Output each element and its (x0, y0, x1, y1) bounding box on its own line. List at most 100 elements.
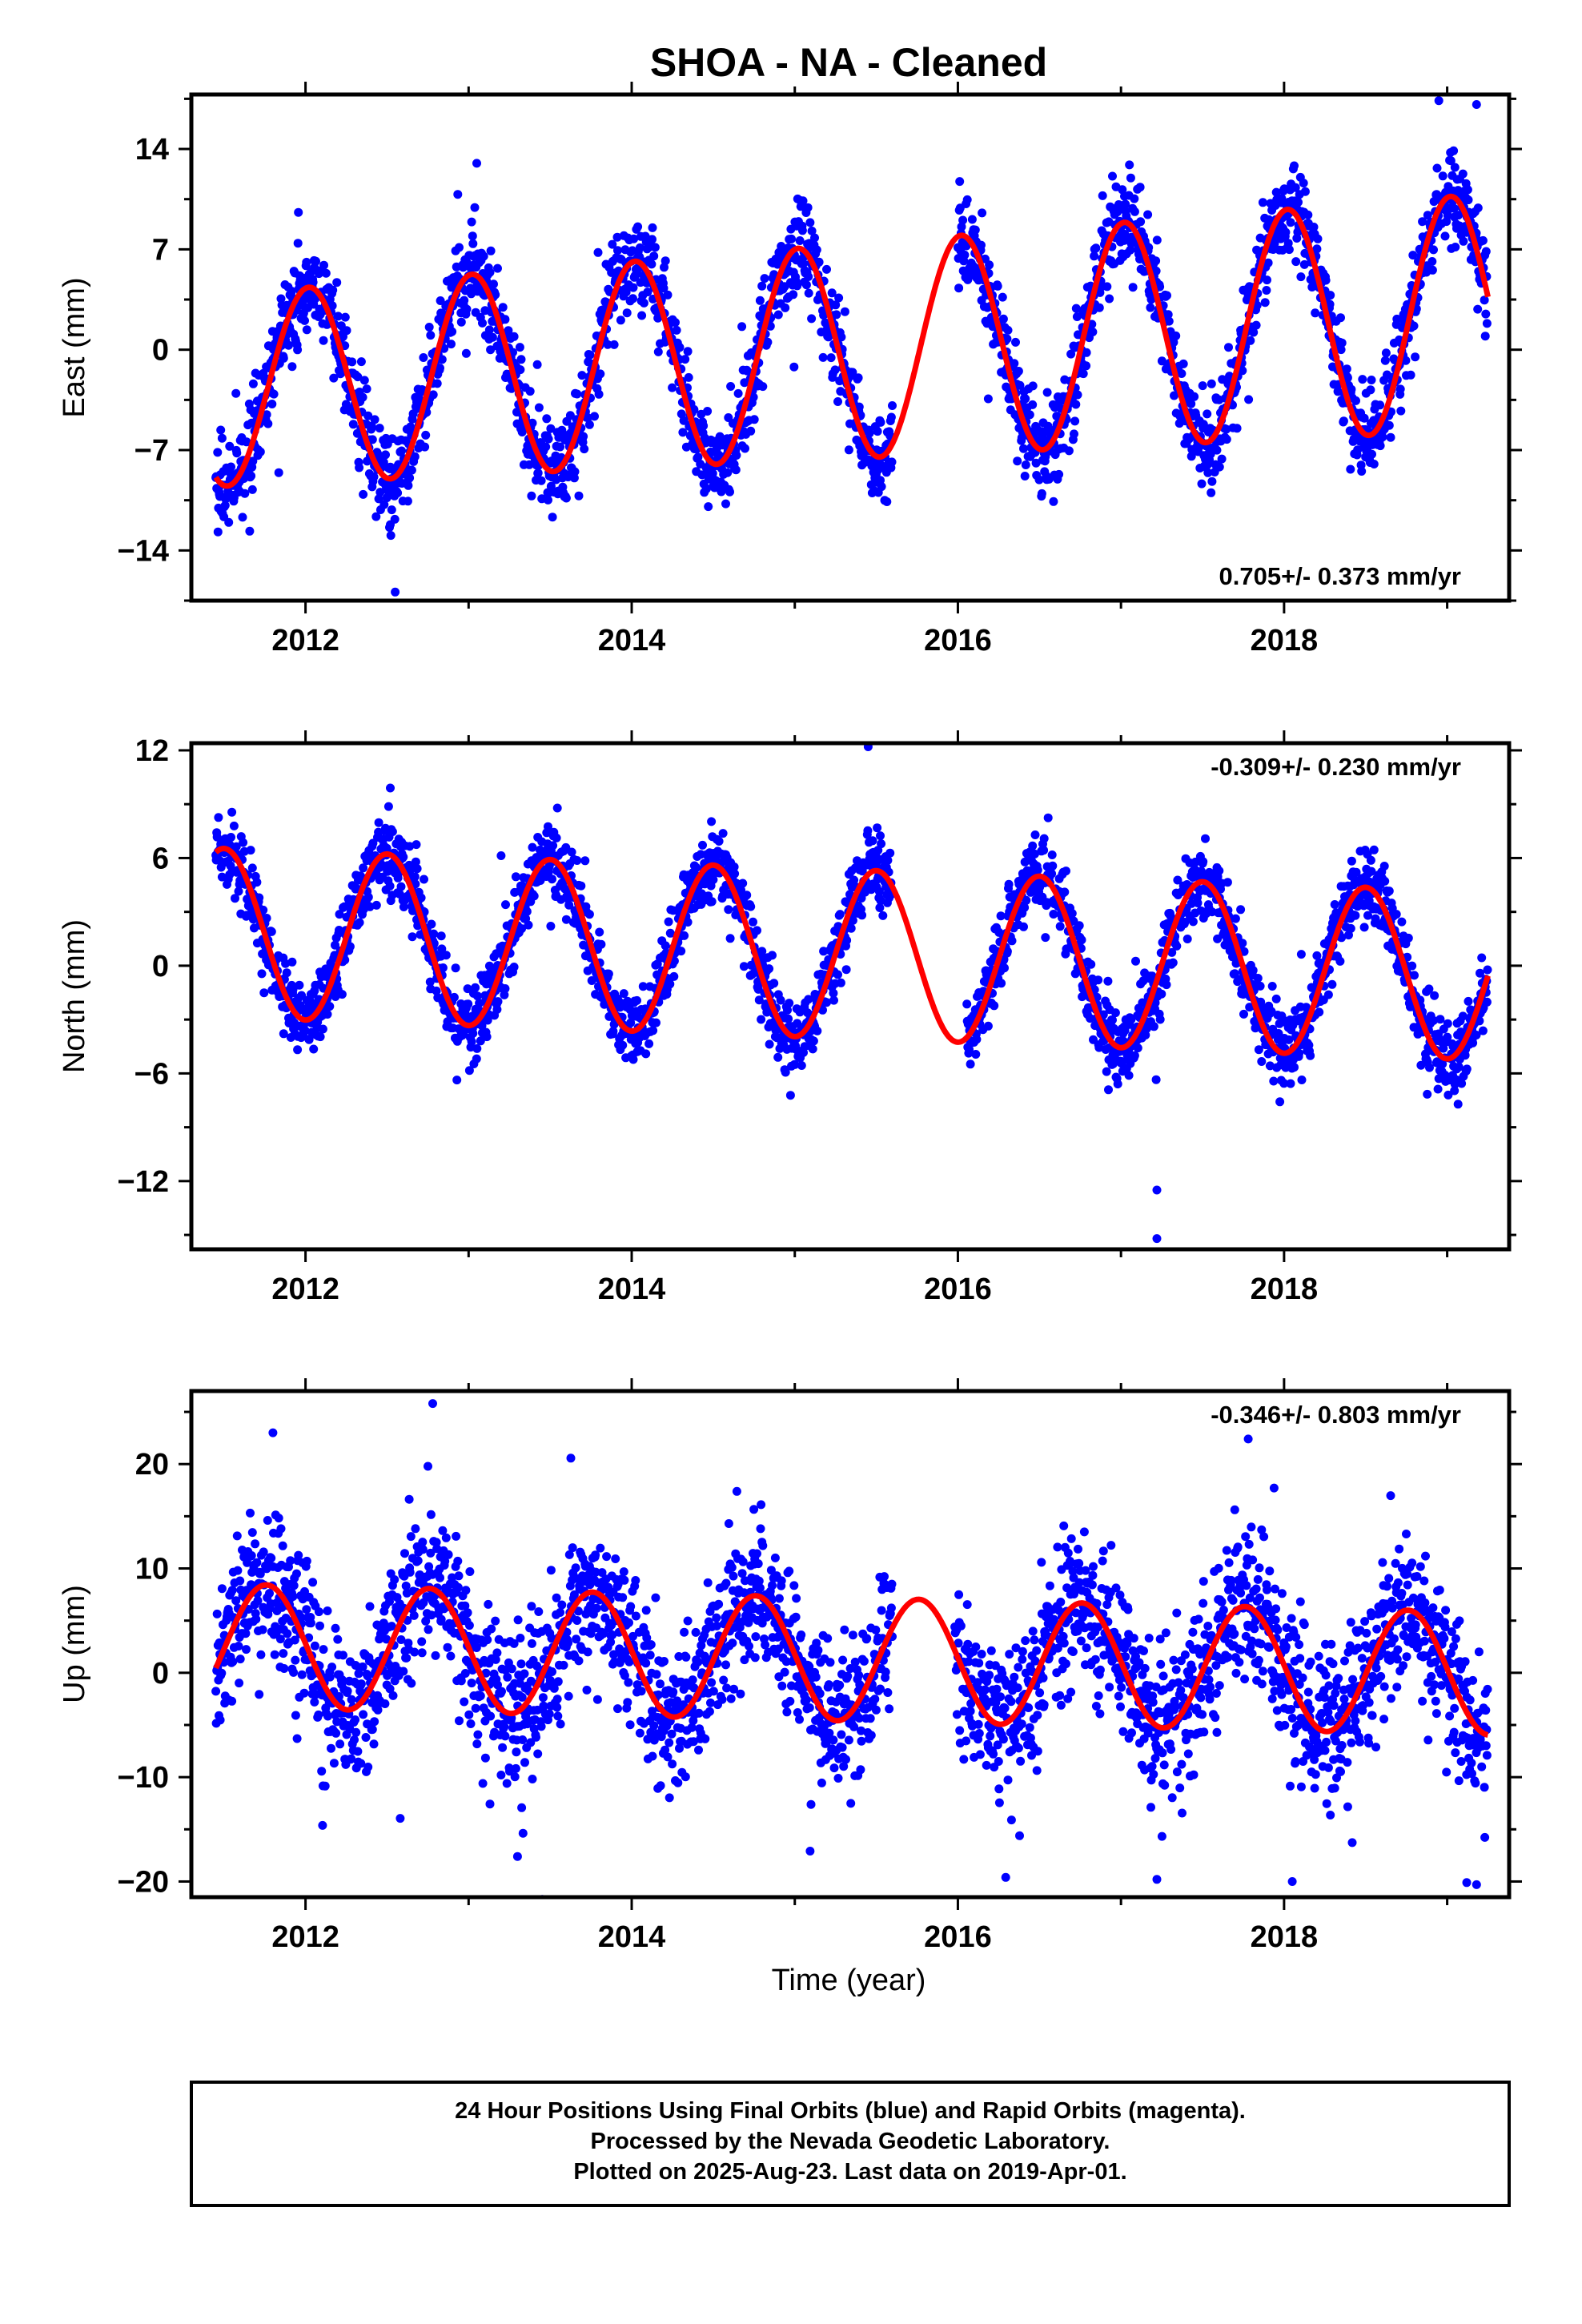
east-point (1064, 446, 1074, 456)
north-point (1094, 975, 1103, 985)
east-point (805, 218, 815, 227)
east-point (426, 331, 436, 340)
east-point (1146, 295, 1156, 304)
east-point (300, 316, 309, 325)
north-point (345, 942, 355, 951)
east-point (1010, 359, 1019, 368)
north-point (396, 882, 406, 891)
north-point (517, 924, 527, 934)
east-point (534, 403, 544, 412)
east-point (240, 489, 250, 498)
east-point (1130, 194, 1139, 203)
east-point (888, 401, 897, 410)
east-point (801, 280, 811, 290)
north-point (1133, 1043, 1142, 1053)
east-point (359, 376, 369, 385)
east-point (1409, 321, 1419, 331)
east-point (542, 631, 551, 640)
east-point (1481, 309, 1491, 319)
east-point (668, 383, 677, 392)
north-point (1359, 923, 1369, 932)
east-point (527, 491, 536, 501)
north-point (1296, 950, 1306, 959)
east-point (732, 451, 741, 460)
east-point (1224, 343, 1233, 352)
east-point (329, 373, 339, 383)
north-point (753, 984, 763, 994)
east-point (1303, 210, 1313, 219)
north-point (472, 1054, 481, 1063)
east-point (1326, 291, 1335, 300)
north-point (587, 976, 596, 985)
north-point (596, 939, 606, 949)
east-point (1311, 308, 1320, 318)
east-point (1463, 185, 1472, 195)
east-point (1386, 432, 1395, 442)
east-model-curve (213, 193, 1491, 489)
east-point (493, 263, 502, 273)
east-point (1336, 345, 1346, 355)
east-point (1251, 320, 1261, 330)
north-point (1168, 958, 1178, 967)
east-point (546, 424, 556, 433)
east-point (1118, 185, 1127, 195)
east-point (486, 246, 496, 255)
north-point (1007, 936, 1017, 946)
east-point (374, 494, 383, 504)
east-point (1443, 211, 1452, 220)
north-point (846, 923, 856, 933)
north-point (331, 940, 339, 950)
east-point (865, 428, 874, 438)
east-point (1136, 217, 1146, 227)
north-point (548, 841, 558, 850)
east-y-tick-label: 0 (152, 334, 169, 368)
east-point (536, 476, 546, 485)
north-point (644, 1039, 654, 1048)
east-point (807, 226, 817, 235)
east-point (468, 231, 477, 241)
east-point (1263, 275, 1271, 285)
north-point (877, 839, 886, 849)
north-point (618, 1040, 628, 1050)
east-point (639, 298, 648, 308)
east-rate-label: 0.705+/- 0.373 mm/yr (1219, 562, 1461, 590)
east-point (489, 279, 498, 289)
east-point (1339, 416, 1348, 426)
east-point (621, 287, 631, 297)
east-point (1299, 259, 1309, 269)
north-point (383, 802, 393, 811)
north-point (1236, 905, 1246, 915)
east-point (844, 445, 853, 455)
east-point (1021, 460, 1030, 469)
north-point (337, 990, 347, 999)
east-point (1037, 489, 1046, 498)
east-point (1102, 282, 1112, 292)
east-point (556, 442, 565, 452)
east-point (1128, 283, 1138, 292)
east-point (1375, 400, 1385, 410)
east-point (276, 294, 286, 304)
east-point (1458, 169, 1468, 179)
north-point (584, 910, 594, 919)
east-point (799, 259, 808, 268)
east-point (1454, 211, 1464, 220)
north-point (281, 959, 291, 968)
north-point (548, 875, 556, 884)
north-point (482, 1032, 492, 1042)
north-point (1049, 910, 1058, 919)
east-point (359, 489, 368, 499)
east-point (262, 410, 271, 420)
east-point (269, 389, 279, 399)
east-point (1277, 194, 1287, 203)
east-point (726, 382, 736, 391)
north-point (335, 926, 343, 935)
north-point (1131, 956, 1140, 966)
east-point (633, 222, 643, 231)
north-point (962, 999, 972, 1009)
east-point (1309, 223, 1319, 231)
north-point (1104, 1085, 1113, 1095)
east-point (375, 424, 384, 433)
east-point (247, 485, 257, 494)
